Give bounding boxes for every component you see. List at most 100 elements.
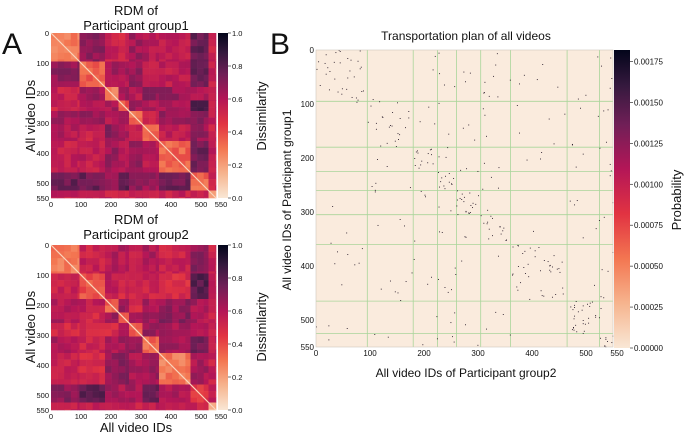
heatmap-cell [129,245,136,252]
transport-entry [463,196,465,198]
heatmap-cell [70,379,78,385]
heatmap-cell [215,52,217,60]
heatmap-cell [77,280,80,287]
heatmap-cell [105,286,112,294]
heatmap-cell [86,167,93,173]
heatmap-cell [105,343,112,350]
heatmap-cell [215,111,217,118]
heatmap-cell [77,384,80,392]
heatmap-cell [111,271,119,274]
heatmap-cell [111,293,119,300]
heatmap-cell [159,384,166,392]
heatmap-cell [64,245,72,252]
heatmap-cell [51,271,58,274]
heatmap-cell [142,59,150,62]
heatmap-cell [125,154,130,162]
heatmap-cell [155,319,160,324]
heatmap-cell [79,190,87,198]
heatmap-cell [215,286,217,294]
heatmap-cell [77,312,80,320]
heatmap-cell [99,391,106,398]
heatmap-cell [51,81,58,88]
heatmap-cell [92,46,100,54]
heatmap-cell [159,391,166,398]
heatmap-cell [190,372,198,380]
heatmap-cell [57,52,65,60]
transport-entry [399,118,401,119]
heatmap-cell [142,391,150,398]
heatmap-cell [185,372,191,380]
colorbar-tick-label: 1.0 [232,29,242,38]
heatmap-cell [86,93,93,101]
heatmap-cell [135,366,143,374]
heatmap-cell [172,131,180,138]
transport-entry [558,268,560,270]
heatmap-cell [118,359,126,367]
heatmap-cell [118,258,126,266]
transport-entry [502,314,504,315]
heatmap-cell [64,323,72,330]
heatmap-cell [178,39,186,47]
heatmap-cell [135,245,143,252]
heatmap-cell [172,409,180,411]
heatmap-cell [57,87,65,94]
transport-entry [434,55,436,57]
heatmap-cell [190,336,198,344]
y-tick-label: 400 [36,149,49,158]
heatmap-cell [57,141,65,148]
transport-entry [559,271,561,273]
heatmap-cell [105,273,112,281]
heatmap-cell [57,185,65,191]
transport-entry [441,177,443,179]
heatmap-cell [86,402,93,410]
heatmap-cell [99,61,106,69]
transport-entry [598,220,600,221]
heatmap-cell [165,319,173,324]
transport-entry [454,312,456,314]
heatmap-cell [125,379,130,385]
heatmap-cell [208,74,216,82]
heatmap-cell [125,264,130,272]
heatmap-cell [142,264,150,272]
heatmap-cell [149,336,156,344]
heatmap-cell [215,39,217,47]
heatmap-cell [208,131,216,138]
heatmap-cell [135,68,143,75]
transport-entry [319,85,321,86]
heatmap-cell [105,154,112,162]
heatmap-cell [155,402,160,410]
transport-entry [553,255,555,257]
heatmap-cell [197,384,204,392]
heatmap-cell [190,61,198,69]
heatmap-cell [70,39,78,47]
heatmap-cell [178,179,186,186]
heatmap-cell [77,107,80,112]
heatmap-cell [99,349,106,354]
heatmap-cell [105,293,112,300]
heatmap-cell [159,33,166,40]
heatmap-cell [165,61,173,69]
heatmap-cell [149,273,156,281]
heatmap-cell [149,299,156,306]
heatmap-cell [118,379,126,385]
heatmap-cell [203,384,209,392]
heatmap-cell [79,251,87,259]
heatmap-cell [197,349,204,354]
heatmap-cell [155,293,160,300]
heatmap-cell [172,402,180,410]
y-tick-label: 500 [301,316,315,325]
heatmap-cell [105,280,112,287]
heatmap-cell [172,46,180,54]
heatmap-cell [64,160,72,168]
transport-entry [465,236,467,238]
heatmap-cell [77,100,80,108]
heatmap-cell [77,52,80,60]
heatmap-cell [185,68,191,75]
y-tick-label: 0 [45,241,49,250]
heatmap-cell [190,245,198,252]
heatmap-cell [64,172,72,180]
heatmap-cell [208,147,216,155]
heatmap-cell [178,74,186,82]
heatmap-cell [77,319,80,324]
heatmap-cell [99,409,106,411]
